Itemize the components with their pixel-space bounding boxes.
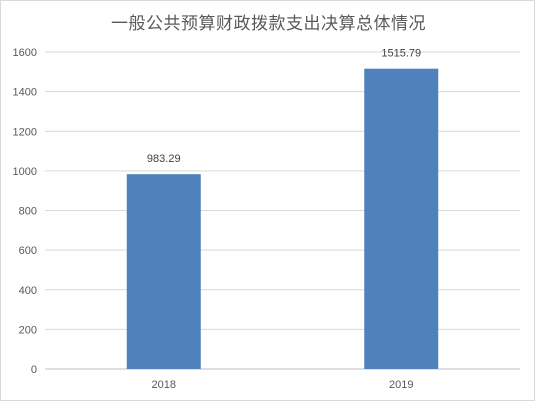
y-tick-label: 0 xyxy=(31,364,37,376)
y-tick-label: 1200 xyxy=(13,126,37,138)
y-tick-label: 800 xyxy=(19,206,37,218)
y-tick-label: 600 xyxy=(19,245,37,257)
y-tick-label: 1400 xyxy=(13,87,37,99)
x-axis-ticks: 2018 2019 xyxy=(152,379,414,391)
chart-title: 一般公共预算财政拨款支出决算总体情况 xyxy=(111,14,426,34)
y-tick-label: 400 xyxy=(19,285,37,297)
y-tick-label: 1600 xyxy=(13,47,37,59)
y-axis-ticks: 0 200 400 600 800 1000 1200 1400 1600 xyxy=(13,47,37,376)
x-tick-label-2018: 2018 xyxy=(152,379,176,391)
gridlines xyxy=(45,51,520,370)
y-tick-label: 1000 xyxy=(13,166,37,178)
bars xyxy=(126,68,439,369)
bar-2019 xyxy=(364,68,439,369)
data-label-2018: 983.29 xyxy=(147,153,181,165)
data-labels: 983.29 1515.79 xyxy=(147,48,421,166)
y-tick-label: 200 xyxy=(19,324,37,336)
x-tick-label-2019: 2019 xyxy=(389,379,413,391)
bar-2018 xyxy=(126,174,201,369)
data-label-2019: 1515.79 xyxy=(381,48,421,60)
